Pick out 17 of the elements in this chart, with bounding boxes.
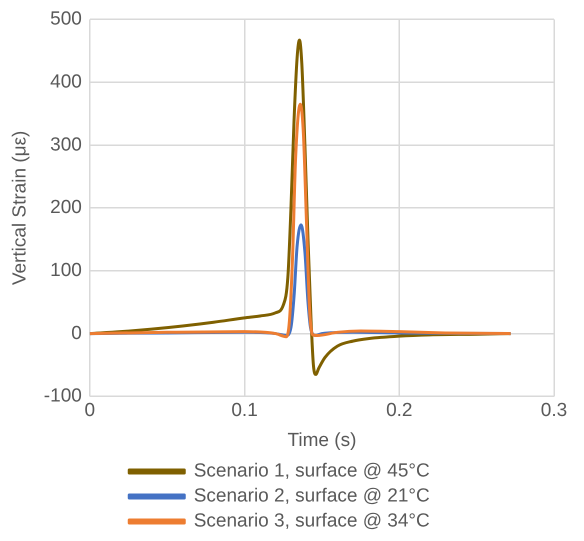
x-tick-label: 0.3: [540, 400, 568, 422]
x-tick-label: 0: [84, 400, 96, 422]
y-tick-label: 300: [50, 134, 82, 156]
y-tick-label: -100: [44, 386, 82, 407]
y-tick-label: 400: [50, 71, 82, 92]
x-axis-title: Time (s): [287, 430, 356, 451]
x-tick-label: 0.1: [231, 400, 258, 422]
y-tick-label: 0: [71, 322, 82, 344]
x-tick-label: 0.2: [386, 400, 412, 422]
y-tick-label: 100: [50, 260, 82, 281]
legend-label: Scenario 2, surface @ 21°C: [194, 486, 430, 507]
y-tick-label: 200: [50, 197, 82, 218]
legend-label: Scenario 3, surface @ 34°C: [194, 510, 430, 532]
y-axis-title: Vertical Strain (με): [10, 130, 31, 286]
line-series: [90, 102, 512, 338]
y-tick-label: 500: [50, 8, 82, 30]
legend-label: Scenario 1, surface @ 45°C: [194, 460, 430, 482]
